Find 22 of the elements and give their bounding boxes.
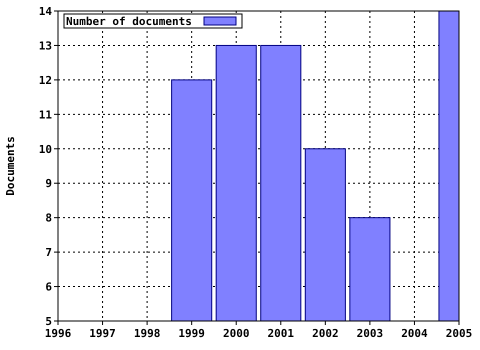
x-tick-label: 2001	[268, 327, 294, 340]
x-tick-label: 2002	[312, 327, 339, 340]
x-tick-label: 2003	[356, 327, 384, 340]
y-tick-label: 6	[45, 280, 52, 294]
y-tick-label: 10	[38, 142, 52, 156]
x-tick-label: 2004	[401, 327, 428, 340]
y-axis-title: Documents	[4, 136, 17, 196]
x-tick-label: 1998	[134, 327, 160, 340]
legend-label: Number of documents	[66, 15, 192, 28]
y-tick-label: 5	[45, 315, 52, 328]
x-tick-label: 1997	[89, 327, 116, 340]
y-tick-label: 12	[38, 74, 52, 87]
x-tick-label: 1999	[178, 327, 205, 340]
y-tick-label: 14	[38, 5, 52, 18]
y-tick-label: 11	[38, 108, 52, 122]
x-tick-label: 1996	[44, 327, 72, 340]
y-tick-label: 8	[45, 212, 52, 225]
y-tick-label: 13	[38, 39, 52, 52]
x-tick-label: 2005	[446, 327, 472, 340]
y-tick-label: 9	[45, 177, 52, 190]
y-tick-label: 7	[45, 246, 52, 260]
x-tick-label: 2000	[222, 327, 250, 340]
